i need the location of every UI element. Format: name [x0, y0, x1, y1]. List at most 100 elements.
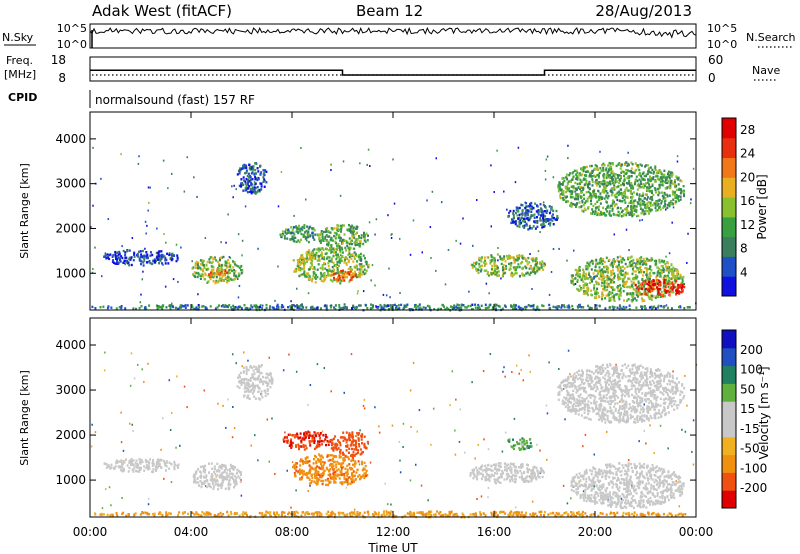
data-cell	[641, 194, 644, 198]
data-cell	[207, 280, 210, 283]
data-cell	[594, 292, 597, 295]
data-cell	[561, 189, 563, 192]
data-cell	[650, 286, 653, 290]
noise-cell	[168, 379, 171, 382]
data-cell	[350, 511, 353, 514]
data-cell	[681, 290, 684, 293]
data-cell	[349, 246, 352, 250]
data-cell	[303, 224, 306, 227]
data-cell	[581, 201, 584, 204]
data-cell	[330, 245, 333, 249]
data-cell	[613, 200, 615, 204]
data-cell	[268, 307, 271, 310]
nsearch-label: N.Search	[746, 31, 796, 44]
data-cell	[290, 512, 293, 516]
noise-cell	[545, 158, 548, 161]
data-cell	[370, 303, 372, 306]
data-cell	[575, 173, 578, 176]
data-cell	[422, 511, 424, 514]
data-cell	[218, 270, 221, 273]
data-cell	[125, 458, 127, 461]
noise-cell	[108, 486, 111, 489]
noise-cell	[375, 218, 378, 221]
data-cell	[607, 282, 610, 286]
data-cell	[598, 171, 601, 175]
data-cell	[585, 182, 588, 185]
data-cell	[165, 258, 168, 262]
data-cell	[630, 187, 633, 190]
data-cell	[611, 179, 614, 182]
data-cell	[265, 306, 268, 310]
power-colorbar-tick: 16	[740, 194, 755, 208]
data-cell	[656, 204, 659, 207]
data-cell	[671, 190, 674, 193]
data-cell	[155, 460, 158, 464]
data-cell	[619, 255, 622, 258]
noise-cell	[232, 196, 234, 199]
data-cell	[125, 514, 128, 517]
data-cell	[353, 306, 356, 309]
data-cell	[608, 214, 611, 217]
data-cell	[207, 274, 210, 278]
data-cell	[290, 231, 293, 234]
data-cell	[638, 178, 641, 181]
data-cell	[612, 163, 614, 166]
data-cell	[589, 514, 592, 517]
noise-cell	[562, 387, 565, 390]
data-cell	[293, 512, 296, 516]
data-cell	[515, 268, 517, 271]
data-cell	[656, 282, 659, 285]
data-cell	[290, 226, 293, 229]
data-cell	[608, 306, 611, 309]
data-cell	[222, 513, 225, 516]
data-cell	[620, 191, 623, 195]
data-cell	[148, 462, 151, 465]
data-cell	[281, 304, 284, 307]
data-cell	[298, 227, 301, 231]
data-cell	[516, 254, 519, 258]
data-cell	[522, 266, 525, 270]
noise-cell	[388, 267, 390, 270]
noise-cell	[691, 450, 693, 453]
data-cell	[684, 513, 687, 516]
data-cell	[409, 514, 412, 518]
data-cell	[342, 269, 344, 272]
data-cell	[639, 180, 642, 183]
data-cell	[422, 306, 425, 309]
data-cell	[604, 185, 607, 188]
data-cell	[576, 270, 579, 273]
data-cell	[272, 306, 275, 310]
data-cell	[529, 207, 532, 210]
data-cell	[516, 266, 519, 269]
data-cell	[641, 185, 644, 189]
data-cell	[595, 296, 598, 300]
data-cell	[451, 306, 454, 309]
noise-cell	[133, 377, 136, 380]
data-cell	[471, 303, 474, 306]
data-cell	[657, 306, 660, 309]
noise-cell	[672, 206, 675, 209]
data-cell	[478, 307, 481, 310]
data-cell	[626, 176, 629, 180]
data-cell	[671, 288, 674, 291]
data-cell	[527, 228, 530, 231]
data-cell	[138, 466, 141, 470]
data-cell	[582, 280, 585, 283]
data-cell	[646, 186, 649, 189]
data-cell	[651, 184, 654, 187]
data-cell	[659, 176, 662, 179]
data-cell	[627, 182, 630, 185]
data-cell	[525, 259, 527, 262]
data-cell	[527, 219, 530, 222]
data-cell	[613, 299, 616, 302]
data-cell	[590, 202, 593, 206]
data-cell	[143, 259, 146, 262]
data-cell	[651, 168, 654, 172]
noise-cell	[121, 497, 123, 500]
data-cell	[641, 260, 644, 263]
data-cell	[618, 199, 621, 203]
data-cell	[643, 281, 646, 284]
noise-cell	[104, 488, 107, 491]
data-cell	[669, 174, 672, 177]
freq-line	[90, 69, 696, 76]
